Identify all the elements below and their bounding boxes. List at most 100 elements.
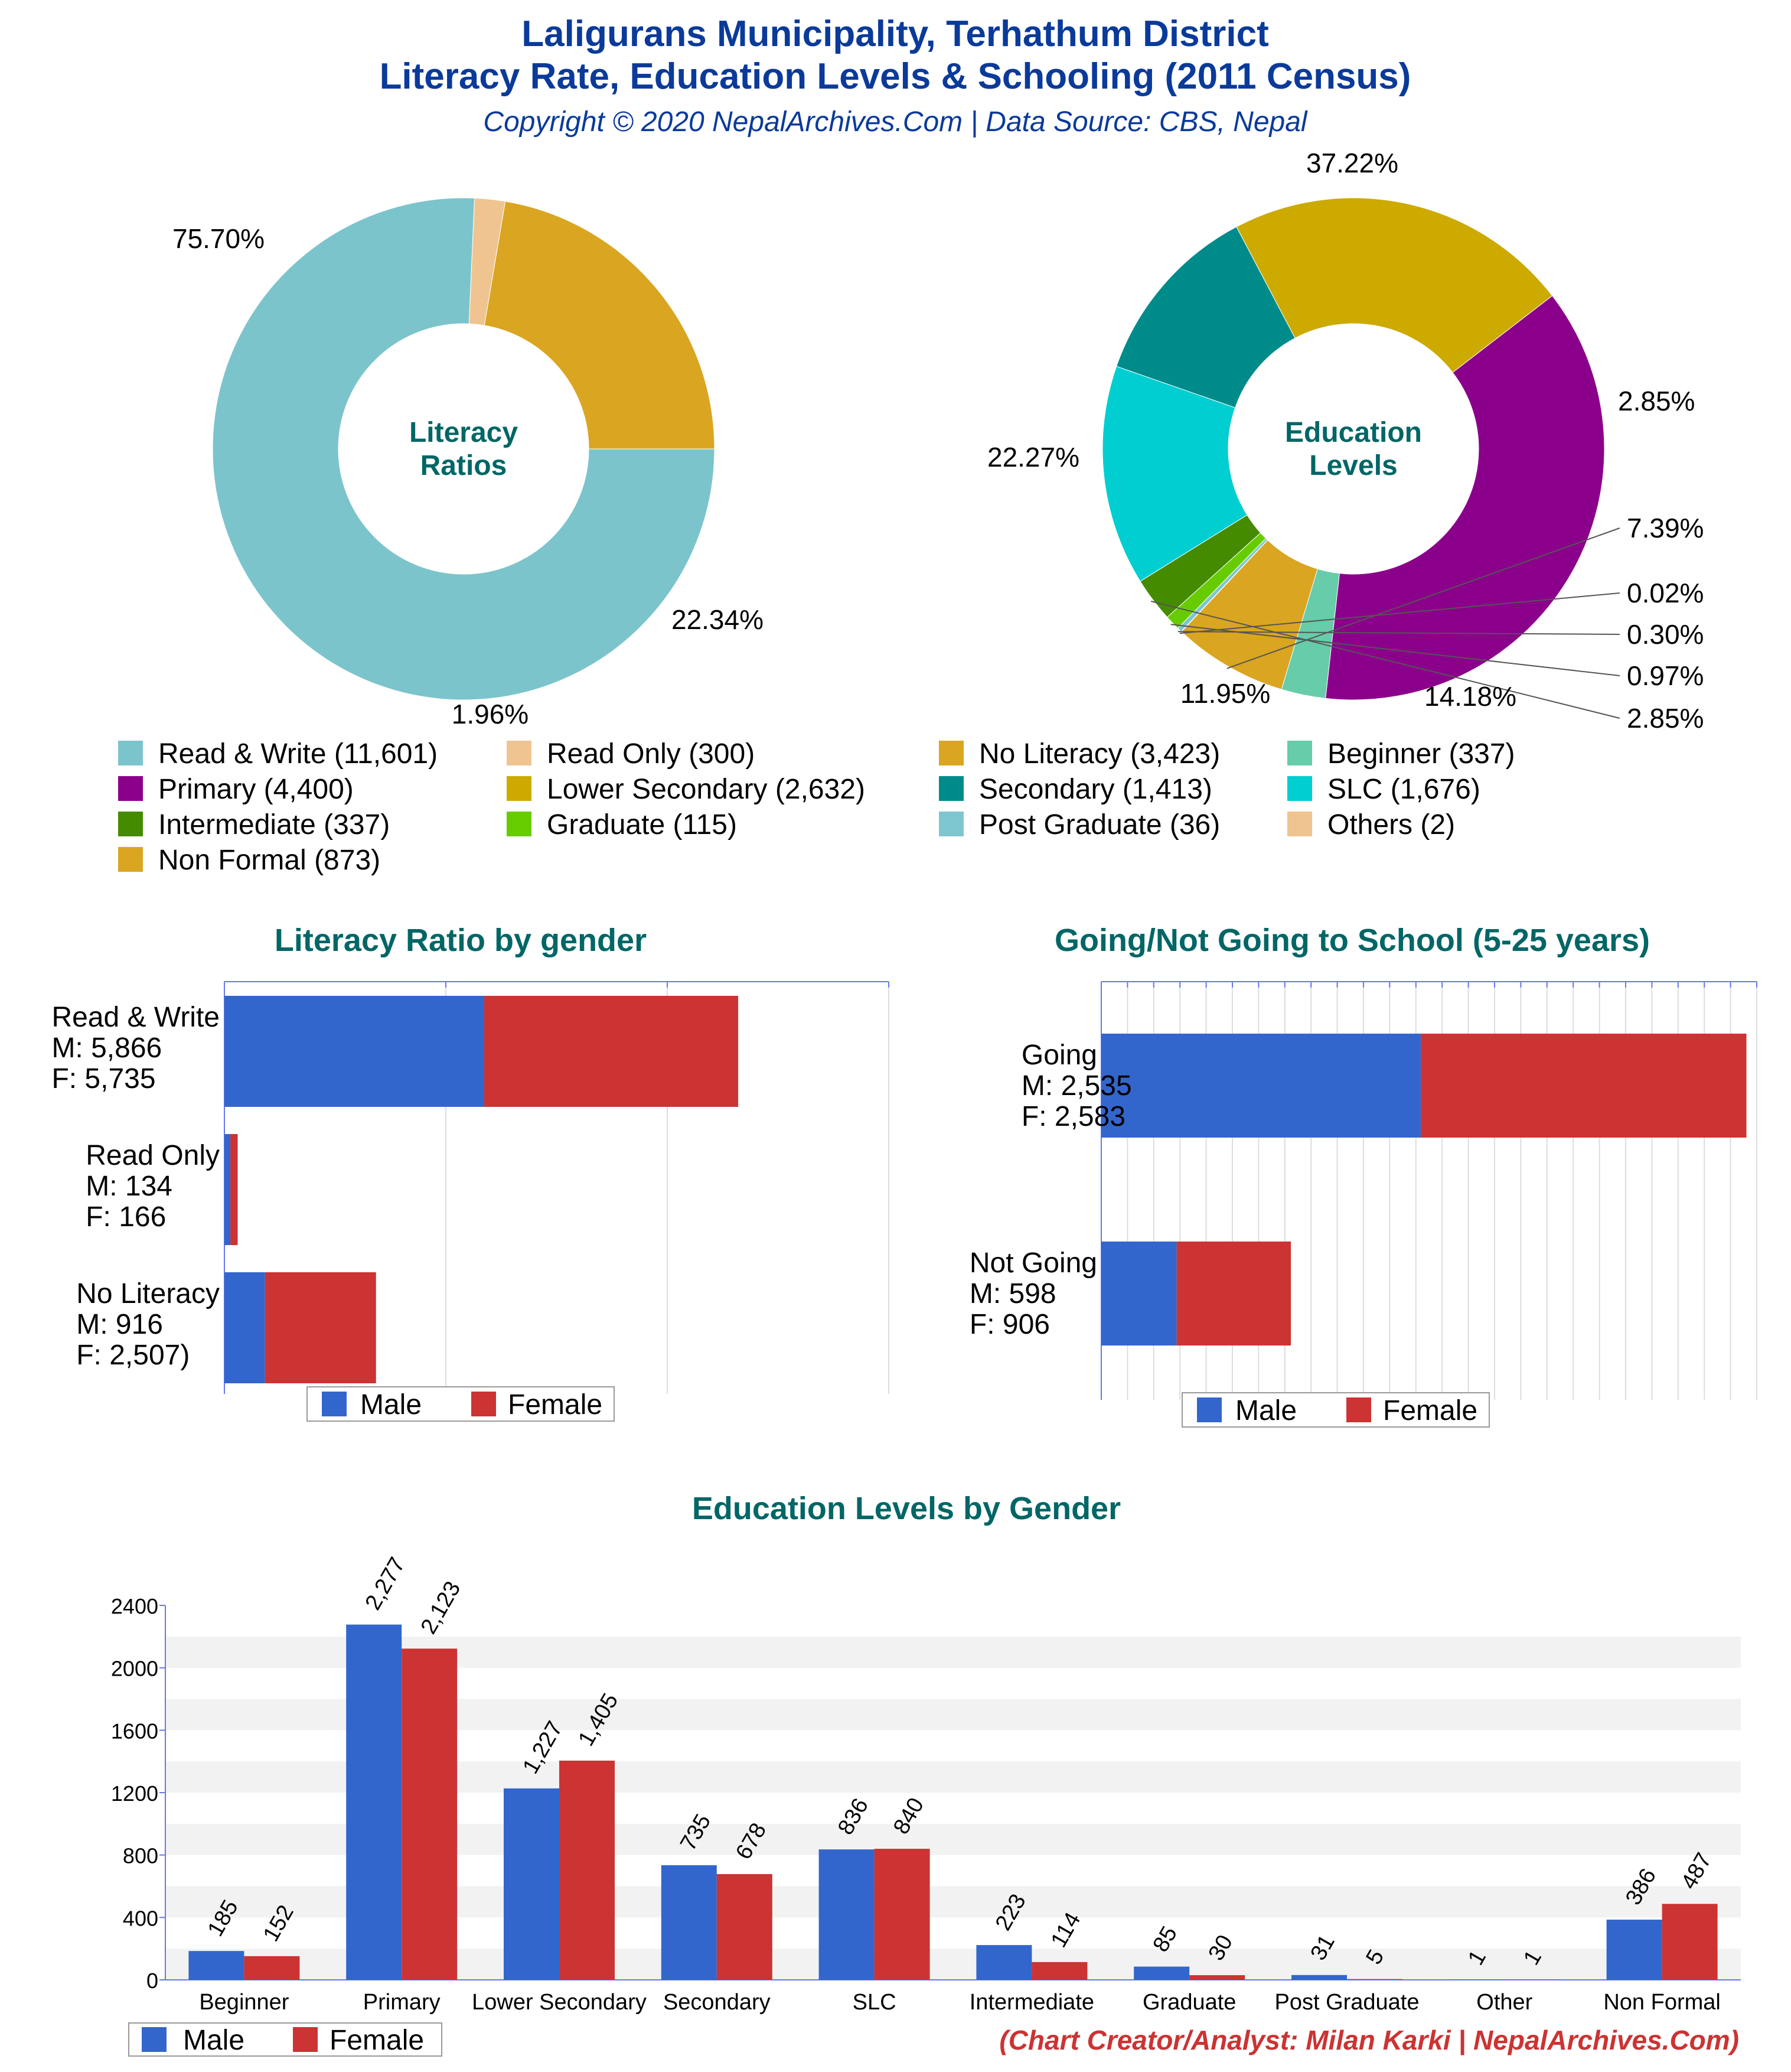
donut-slice	[1236, 197, 1553, 373]
legend-swatch	[118, 776, 143, 801]
x-tick-label: Primary	[363, 1990, 441, 2015]
legend-label: Female	[330, 2025, 424, 2056]
donut-slice	[1325, 295, 1605, 701]
legend-label: Secondary (1,413)	[979, 774, 1212, 805]
legend-label: Graduate (115)	[547, 809, 737, 840]
bar-segment	[1101, 1242, 1177, 1346]
category-label: Not Going	[970, 1247, 1097, 1279]
donut-center-label: Education	[1285, 417, 1422, 448]
leader-line	[1151, 601, 1620, 719]
bar-segment	[224, 996, 484, 1107]
slice-label: 22.27%	[987, 442, 1079, 473]
legend-swatch	[471, 1392, 496, 1416]
category-label: M: 134	[86, 1171, 172, 1202]
legend-label: Female	[1383, 1395, 1477, 1426]
data-label: 2,123	[416, 1577, 466, 1638]
bar	[716, 1874, 772, 1980]
main-legend: Read & Write (11,601) Read Only (300) No L…	[118, 738, 1515, 876]
x-tick-label: SLC	[853, 1990, 896, 2015]
subtitle: Copyright © 2020 NepalArchives.Com | Dat…	[483, 106, 1307, 138]
legend-swatch	[293, 2027, 318, 2052]
donut-center-label: Literacy	[409, 417, 518, 448]
donut-slice	[212, 197, 715, 701]
legend-swatch	[939, 741, 964, 765]
legend-swatch	[507, 812, 531, 836]
bar-segment	[224, 1134, 231, 1245]
legend-swatch	[939, 776, 964, 801]
category-label: M: 5,866	[51, 1032, 162, 1064]
category-label: Going	[1022, 1040, 1097, 1071]
bar	[1606, 1920, 1662, 1980]
slice-label: 2.85%	[1627, 703, 1704, 734]
donut-center-label: Ratios	[420, 450, 507, 481]
bar	[874, 1849, 930, 1980]
y-tick-label: 2000	[111, 1657, 158, 1681]
bar	[1347, 1979, 1402, 1980]
legend-label: Read & Write (11,601)	[158, 738, 438, 770]
legend-label: Primary (4,400)	[158, 774, 354, 805]
category-label: M: 2,535	[1022, 1070, 1132, 1102]
legend-swatch	[939, 812, 964, 836]
legend-label: Male	[360, 1389, 422, 1421]
legend-swatch	[1346, 1397, 1371, 1422]
slice-label: 0.02%	[1627, 578, 1704, 608]
bar	[188, 1951, 244, 1980]
y-tick-label: 1200	[111, 1781, 158, 1806]
leader-line	[1170, 624, 1620, 676]
category-label: Read Only	[86, 1140, 220, 1171]
education-levels-donut: 37.22% 2.85% 7.39% 0.02% 0.30% 0.97% 2.85% 14.1…	[987, 148, 1704, 734]
legend-label: Male	[1235, 1395, 1297, 1426]
legend-swatch	[322, 1392, 347, 1416]
slice-label: 1.96%	[452, 699, 529, 729]
slice-label: 14.18%	[1424, 681, 1516, 712]
bar-segment	[1421, 1034, 1747, 1138]
legend-box	[306, 1386, 615, 1422]
bar-segment	[230, 1134, 238, 1245]
donut-slice	[484, 201, 715, 449]
legend-label: Lower Secondary (2,632)	[547, 774, 865, 805]
donut-center-label: Levels	[1309, 450, 1397, 481]
legend-label: Intermediate (337)	[158, 809, 390, 840]
literacy-gender-title: Literacy Ratio by gender	[275, 923, 647, 958]
bar	[1134, 1966, 1190, 1980]
slice-label: 75.70%	[172, 223, 265, 254]
category-label: F: 166	[86, 1201, 166, 1233]
x-tick-label: Post Graduate	[1274, 1990, 1419, 2015]
bar	[402, 1649, 458, 1980]
slice-label: 22.34%	[671, 604, 764, 635]
x-tick-label: Other	[1476, 1990, 1532, 2015]
bar-segment	[1101, 1034, 1421, 1138]
category-label: M: 598	[970, 1278, 1056, 1309]
legend-swatch	[1197, 1397, 1222, 1422]
category-label: F: 2,583	[1022, 1101, 1126, 1132]
school-going-title: Going/Not Going to School (5-25 years)	[1055, 923, 1650, 958]
leader-line	[1226, 527, 1620, 669]
donut-slice	[1102, 366, 1248, 582]
slice-label: 7.39%	[1627, 513, 1704, 543]
legend-label: Post Graduate (36)	[979, 809, 1220, 840]
bar	[244, 1956, 300, 1980]
category-label: Read & Write	[51, 1002, 220, 1033]
slice-label: 11.95%	[1180, 678, 1271, 709]
bar	[1189, 1975, 1245, 1980]
title-line-1: Laligurans Municipality, Terhathum Distr…	[521, 14, 1268, 54]
footer-credit: (Chart Creator/Analyst: Milan Karki | Ne…	[999, 2025, 1739, 2055]
legend-swatch	[1287, 741, 1312, 765]
legend-box	[1182, 1392, 1490, 1428]
category-label: F: 906	[970, 1309, 1050, 1340]
leader-line	[1177, 631, 1620, 635]
legend-label: Read Only (300)	[547, 738, 755, 770]
donut-slice	[1116, 226, 1296, 408]
legend-swatch	[118, 741, 143, 765]
x-tick-label: Beginner	[199, 1990, 289, 2015]
legend-swatch	[1287, 776, 1312, 801]
y-tick-label: 2400	[111, 1594, 158, 1618]
legend-swatch	[118, 812, 143, 836]
y-tick-label: 1600	[111, 1719, 158, 1743]
slice-label: 0.97%	[1627, 660, 1704, 691]
bar	[976, 1945, 1032, 1980]
bar	[661, 1865, 717, 1980]
